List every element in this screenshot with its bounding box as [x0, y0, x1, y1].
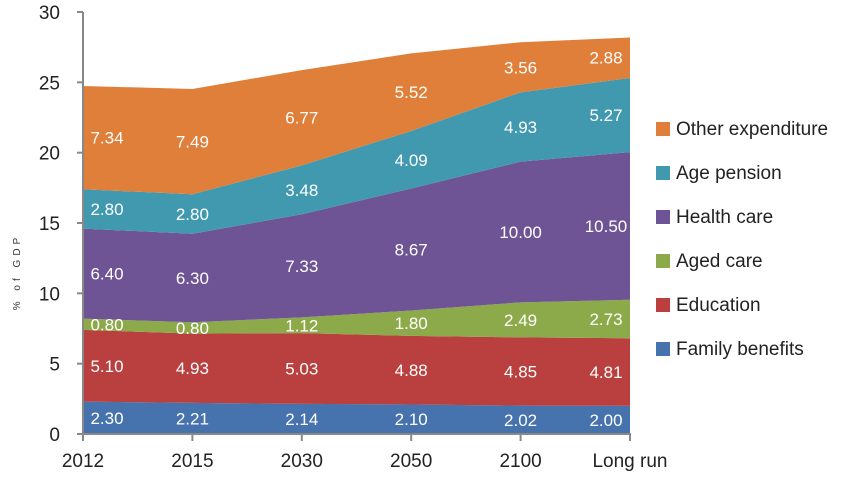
data-label-health-care: 8.67: [395, 241, 428, 260]
data-label-age-pension: 2.80: [90, 200, 123, 219]
legend-item-aged-care: Aged care: [656, 251, 763, 272]
y-axis-title: % of GDP: [12, 234, 23, 310]
data-label-education: 4.85: [504, 362, 537, 381]
data-label-education: 4.88: [395, 361, 428, 380]
axes-group: 0 5 10 15 20 25 30 2012 2015 2030 2050 2100 Long run: [39, 3, 668, 472]
data-label-age-pension: 3.48: [285, 181, 318, 200]
data-label-family-benefits: 2.21: [176, 409, 209, 428]
data-label-health-care: 7.33: [285, 257, 318, 276]
data-label-family-benefits: 2.14: [285, 410, 318, 429]
legend-label: Health care: [676, 207, 773, 228]
data-label-family-benefits: 2.30: [90, 409, 123, 428]
legend-item-age-pension: Age pension: [656, 163, 782, 184]
legend-swatch: [656, 298, 670, 312]
data-label-health-care: 6.30: [176, 269, 209, 288]
legend-item-health-care: Health care: [656, 207, 773, 228]
data-label-family-benefits: 2.02: [504, 411, 537, 430]
area-education: [83, 329, 630, 406]
data-label-age-pension: 4.93: [504, 118, 537, 137]
legend-item-family-benefits: Family benefits: [656, 339, 804, 360]
y-tick-label: 30: [39, 3, 60, 24]
data-label-other-expenditure: 3.56: [504, 58, 537, 77]
data-label-aged-care: 2.73: [589, 310, 622, 329]
data-labels-group: 2.30 2.21 2.14 2.10 2.02 2.00 5.10 4.93 5.03 4.88…: [90, 49, 627, 430]
data-label-age-pension: 2.80: [176, 205, 209, 224]
data-label-health-care: 10.00: [499, 223, 542, 242]
data-label-aged-care: 1.12: [285, 316, 318, 335]
legend-swatch: [656, 166, 670, 180]
data-label-family-benefits: 2.10: [395, 410, 428, 429]
legend-label: Family benefits: [676, 339, 804, 360]
data-label-education: 4.93: [176, 359, 209, 378]
area-health-care: [83, 152, 630, 323]
x-tick-label: 2050: [390, 451, 432, 472]
x-tick-label: Long run: [592, 451, 667, 472]
area-other-expenditure: [83, 37, 630, 195]
x-tick-label: 2100: [499, 451, 541, 472]
data-label-aged-care: 0.80: [176, 319, 209, 338]
legend-swatch: [656, 254, 670, 268]
x-tick-label: 2015: [171, 451, 213, 472]
data-label-other-expenditure: 6.77: [285, 109, 318, 128]
data-label-other-expenditure: 7.34: [90, 129, 123, 148]
data-label-other-expenditure: 7.49: [176, 133, 209, 152]
y-tick-label: 20: [39, 144, 60, 165]
legend-label: Other expenditure: [676, 119, 828, 140]
legend-swatch: [656, 210, 670, 224]
legend-item-education: Education: [656, 295, 761, 316]
data-label-other-expenditure: 5.52: [395, 83, 428, 102]
data-label-health-care: 6.40: [90, 265, 123, 284]
legend-label: Age pension: [676, 163, 782, 184]
data-label-family-benefits: 2.00: [589, 411, 622, 430]
legend-swatch: [656, 122, 670, 136]
area-family-benefits: [83, 401, 630, 434]
legend-swatch: [656, 342, 670, 356]
x-tick-label: 2030: [281, 451, 323, 472]
data-label-aged-care: 1.80: [395, 314, 428, 333]
data-label-other-expenditure: 2.88: [589, 49, 622, 68]
data-label-education: 4.81: [589, 363, 622, 382]
legend-label: Aged care: [676, 251, 763, 272]
legend: Other expenditure Age pension Health care A…: [656, 119, 828, 360]
legend-item-other-expenditure: Other expenditure: [656, 119, 828, 140]
area-aged-care: [83, 299, 630, 339]
data-label-aged-care: 2.49: [504, 311, 537, 330]
x-tick-label: 2012: [62, 451, 104, 472]
data-label-age-pension: 4.09: [395, 151, 428, 170]
y-tick-label: 15: [39, 214, 60, 235]
data-label-age-pension: 5.27: [589, 106, 622, 125]
data-label-aged-care: 0.80: [90, 315, 123, 334]
data-label-education: 5.03: [285, 360, 318, 379]
y-tick-label: 0: [49, 425, 60, 446]
area-age-pension: [83, 77, 630, 234]
area-series-group: [83, 37, 630, 434]
y-tick-label: 25: [39, 73, 60, 94]
y-tick-label: 5: [49, 355, 60, 376]
data-label-education: 5.10: [90, 357, 123, 376]
data-label-health-care: 10.50: [585, 217, 628, 236]
y-tick-label: 10: [39, 284, 60, 305]
legend-label: Education: [676, 295, 761, 316]
